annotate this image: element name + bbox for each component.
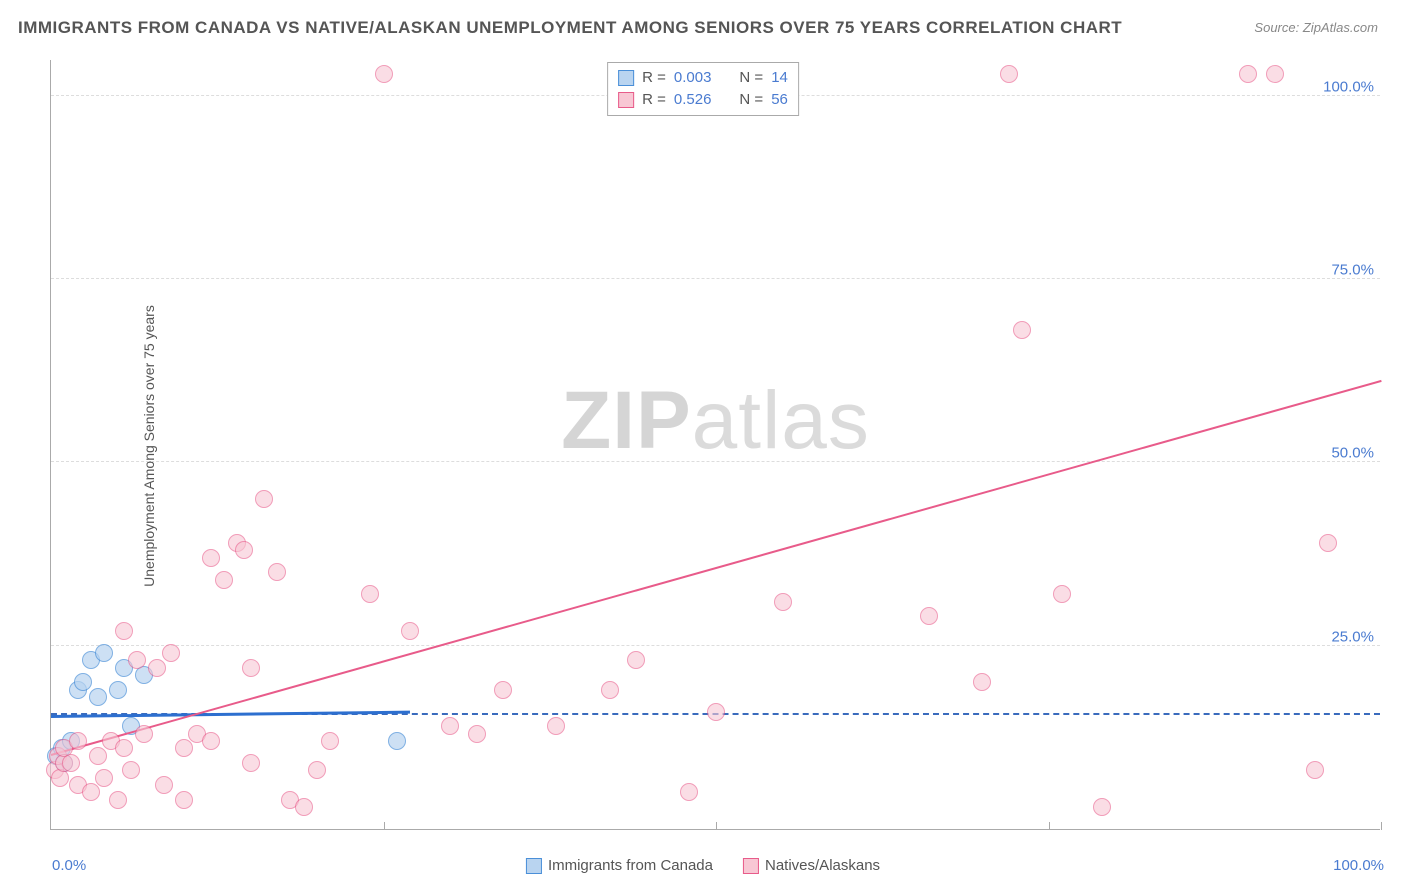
legend-label: Natives/Alaskans: [765, 857, 880, 874]
data-point-natives: [235, 541, 253, 559]
legend-swatch: [618, 70, 634, 86]
trend-line-natives: [51, 380, 1382, 756]
data-point-natives: [175, 791, 193, 809]
data-point-natives: [202, 549, 220, 567]
data-point-natives: [1306, 761, 1324, 779]
data-point-natives: [375, 65, 393, 83]
correlation-legend: R = 0.003 N = 14 R = 0.526 N = 56: [607, 62, 799, 116]
data-point-natives: [109, 791, 127, 809]
watermark: ZIPatlas: [561, 374, 870, 468]
x-axis-min-label: 0.0%: [52, 857, 86, 874]
data-point-natives: [268, 563, 286, 581]
data-point-natives: [361, 585, 379, 603]
legend-swatch: [743, 858, 759, 874]
data-point-natives: [148, 659, 166, 677]
data-point-natives: [547, 717, 565, 735]
data-point-natives: [920, 607, 938, 625]
n-label: N =: [739, 89, 763, 111]
data-point-natives: [242, 659, 260, 677]
x-tick-mark: [1381, 822, 1382, 830]
x-tick-mark: [716, 822, 717, 830]
series-legend: Immigrants from Canada Natives/Alaskans: [526, 857, 880, 874]
data-point-natives: [175, 739, 193, 757]
y-tick-label: 75.0%: [1331, 262, 1374, 279]
data-point-natives: [468, 725, 486, 743]
data-point-natives: [321, 732, 339, 750]
gridline-h: [51, 278, 1380, 279]
data-point-natives: [1239, 65, 1257, 83]
y-tick-label: 100.0%: [1323, 78, 1374, 95]
y-tick-label: 25.0%: [1331, 628, 1374, 645]
data-point-natives: [128, 651, 146, 669]
data-point-immigrants: [89, 688, 107, 706]
data-point-natives: [215, 571, 233, 589]
legend-swatch: [618, 92, 634, 108]
chart-title: IMMIGRANTS FROM CANADA VS NATIVE/ALASKAN…: [18, 18, 1122, 38]
watermark-bold: ZIP: [561, 375, 692, 466]
data-point-natives: [242, 754, 260, 772]
y-tick-label: 50.0%: [1331, 445, 1374, 462]
chart-plot-area: ZIPatlas 25.0% 50.0% 75.0% 100.0%: [50, 60, 1380, 830]
data-point-natives: [1093, 798, 1111, 816]
data-point-natives: [707, 703, 725, 721]
data-point-natives: [255, 490, 273, 508]
legend-item-immigrants: Immigrants from Canada: [526, 857, 713, 874]
trend-line-immigrants: [51, 710, 410, 717]
data-point-natives: [401, 622, 419, 640]
x-tick-mark: [384, 822, 385, 830]
data-point-natives: [1000, 65, 1018, 83]
data-point-natives: [1266, 65, 1284, 83]
x-axis-max-label: 100.0%: [1333, 857, 1384, 874]
n-value: 14: [771, 67, 788, 89]
data-point-natives: [680, 783, 698, 801]
n-value: 56: [771, 89, 788, 111]
legend-label: Immigrants from Canada: [548, 857, 713, 874]
data-point-natives: [308, 761, 326, 779]
r-label: R =: [642, 67, 666, 89]
source-label: Source:: [1254, 20, 1299, 35]
legend-swatch: [526, 858, 542, 874]
data-point-natives: [82, 783, 100, 801]
data-point-natives: [89, 747, 107, 765]
data-point-natives: [1053, 585, 1071, 603]
data-point-natives: [441, 717, 459, 735]
data-point-natives: [155, 776, 173, 794]
data-point-natives: [601, 681, 619, 699]
data-point-natives: [774, 593, 792, 611]
legend-stat-row-immigrants: R = 0.003 N = 14: [618, 67, 788, 89]
data-point-natives: [62, 754, 80, 772]
x-tick-mark: [1049, 822, 1050, 830]
data-point-natives: [295, 798, 313, 816]
source-value: ZipAtlas.com: [1303, 20, 1378, 35]
data-point-natives: [202, 732, 220, 750]
source-attribution: Source: ZipAtlas.com: [1254, 20, 1378, 35]
data-point-natives: [627, 651, 645, 669]
data-point-natives: [115, 739, 133, 757]
legend-stat-row-natives: R = 0.526 N = 56: [618, 89, 788, 111]
data-point-immigrants: [388, 732, 406, 750]
data-point-natives: [135, 725, 153, 743]
data-point-immigrants: [109, 681, 127, 699]
data-point-natives: [69, 732, 87, 750]
gridline-h: [51, 461, 1380, 462]
gridline-h: [51, 645, 1380, 646]
r-value: 0.003: [674, 67, 712, 89]
r-value: 0.526: [674, 89, 712, 111]
data-point-natives: [162, 644, 180, 662]
data-point-natives: [1319, 534, 1337, 552]
data-point-immigrants: [74, 673, 92, 691]
data-point-immigrants: [95, 644, 113, 662]
n-label: N =: [739, 67, 763, 89]
data-point-natives: [95, 769, 113, 787]
legend-item-natives: Natives/Alaskans: [743, 857, 880, 874]
data-point-natives: [122, 761, 140, 779]
watermark-light: atlas: [692, 375, 870, 466]
r-label: R =: [642, 89, 666, 111]
data-point-natives: [494, 681, 512, 699]
data-point-natives: [115, 622, 133, 640]
data-point-natives: [1013, 321, 1031, 339]
data-point-natives: [973, 673, 991, 691]
